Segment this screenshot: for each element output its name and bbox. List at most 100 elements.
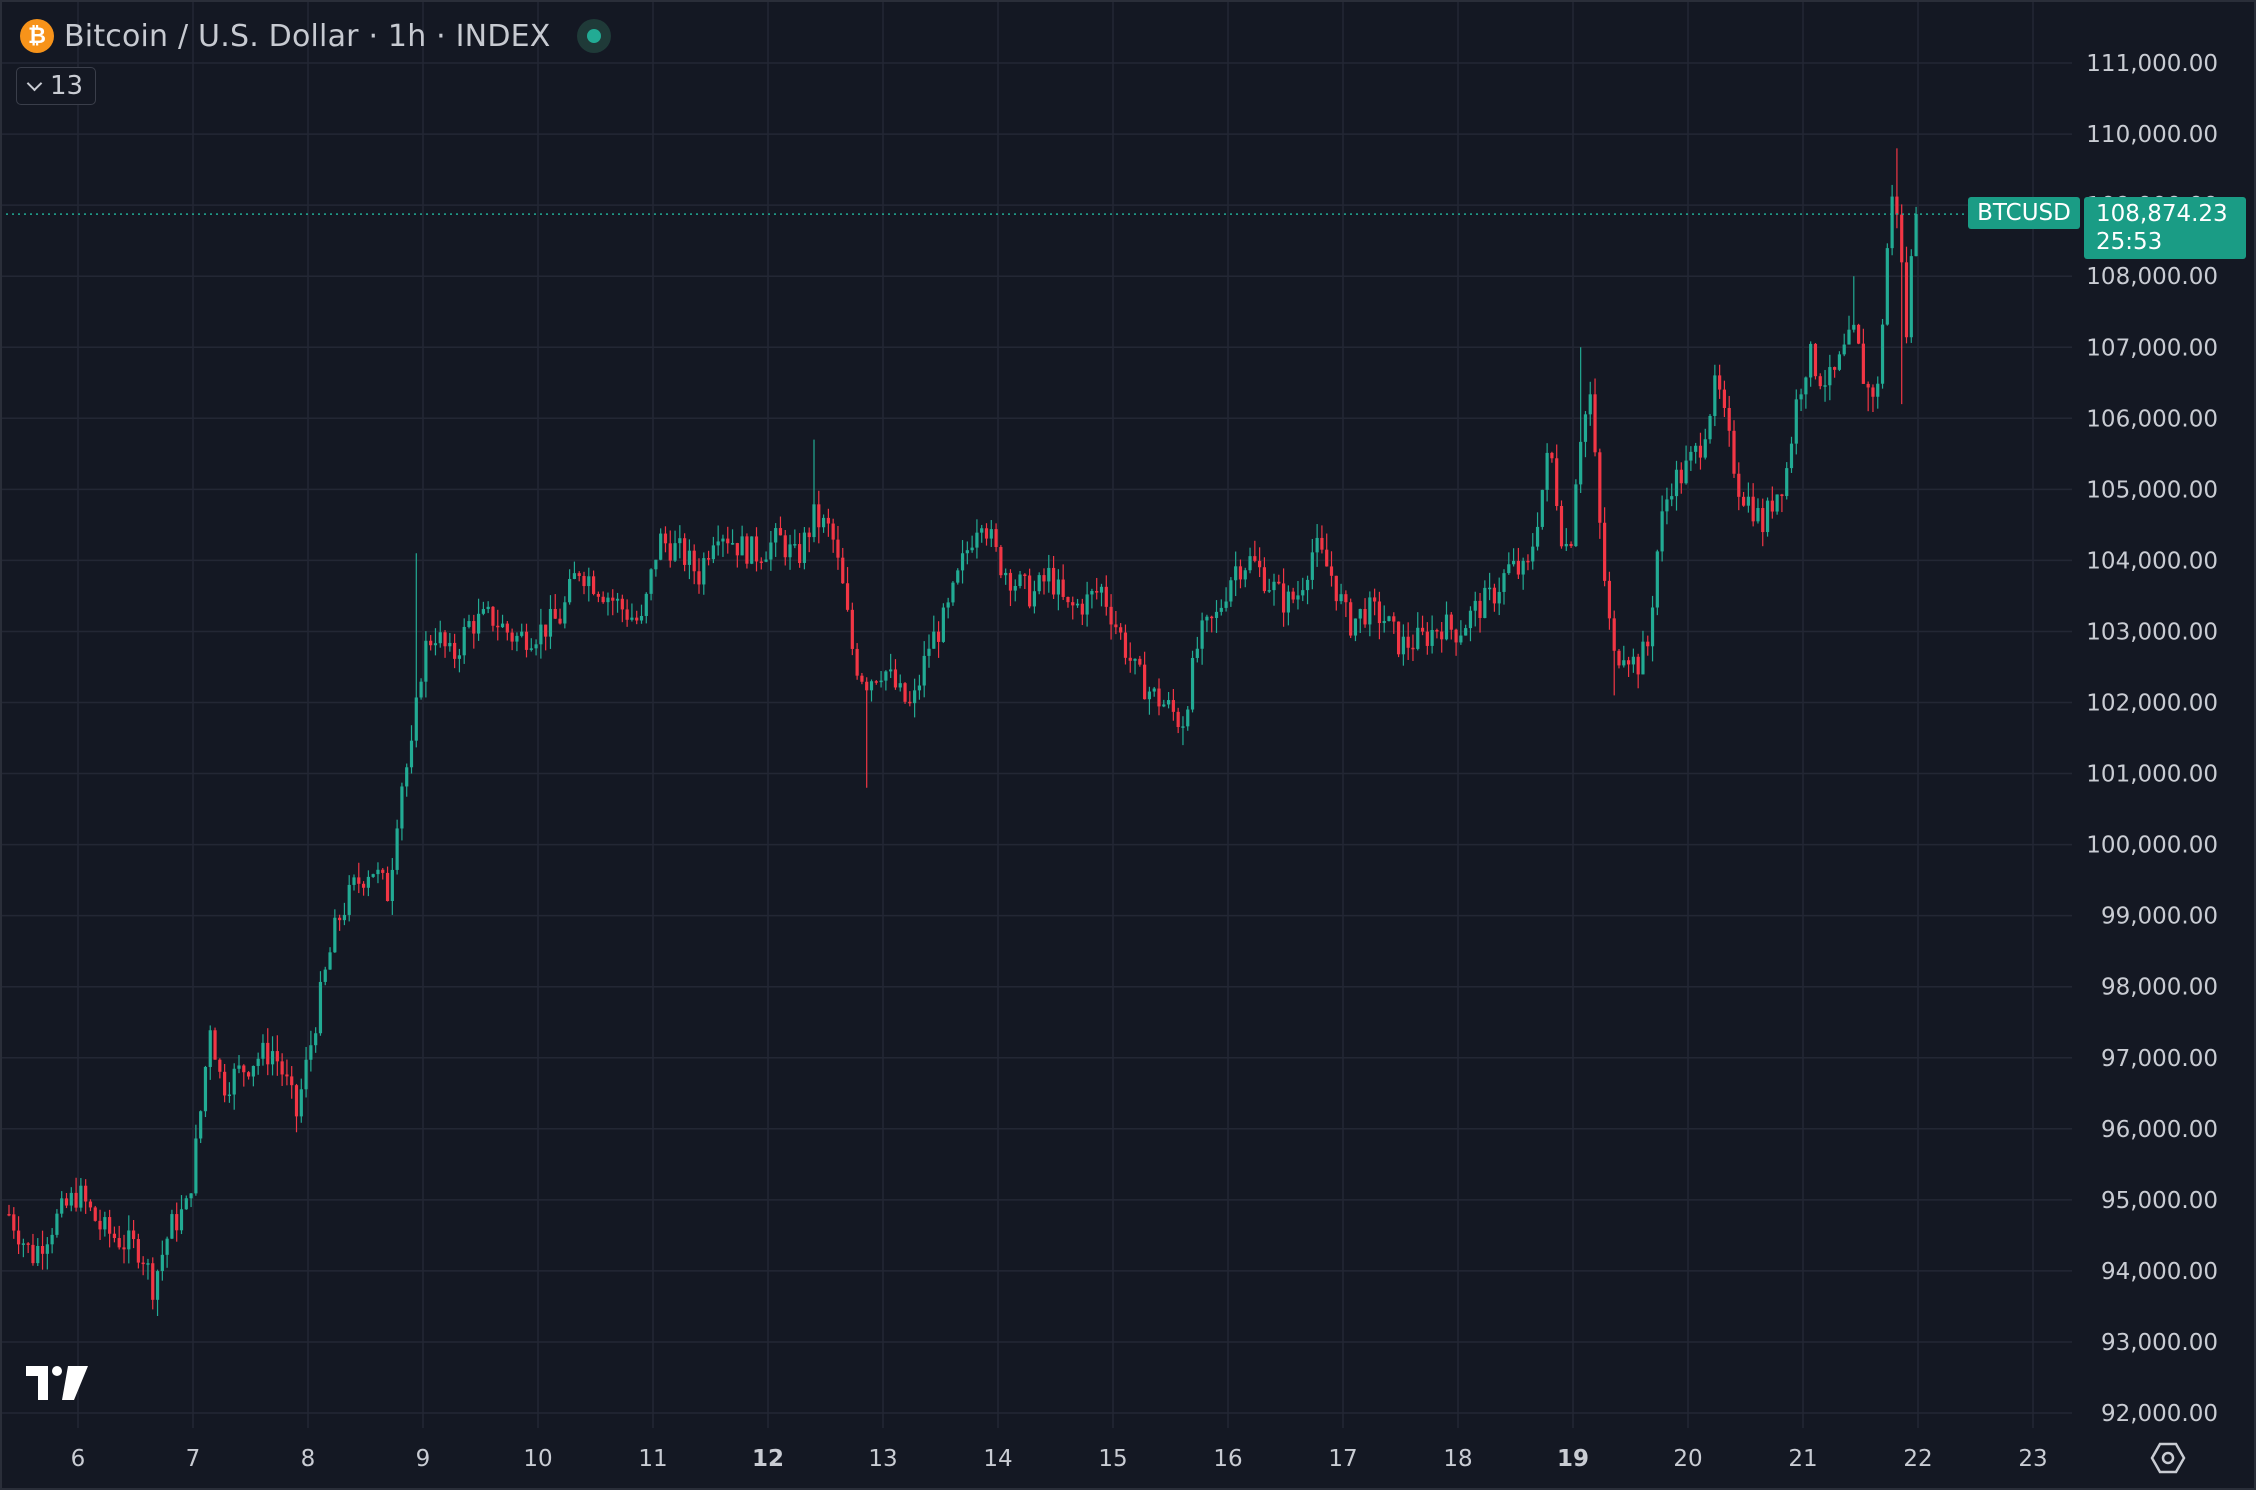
candle-body <box>352 877 356 885</box>
candle-body <box>1852 324 1856 330</box>
candle-body <box>347 884 351 915</box>
candle-body <box>1205 616 1209 621</box>
candle-body <box>1358 609 1362 619</box>
candle-body <box>285 1074 289 1077</box>
candle-body <box>1861 343 1865 384</box>
candle-body <box>290 1076 294 1086</box>
candle-body <box>1837 354 1842 370</box>
candle-body <box>1502 573 1506 592</box>
candle-body <box>1694 445 1698 452</box>
candle-body <box>582 575 586 587</box>
candle-body <box>1904 262 1909 338</box>
price-tick-label: 110,000.00 <box>2086 122 2218 148</box>
candle-body <box>256 1058 260 1066</box>
candle-body <box>1166 700 1171 705</box>
candle-body <box>1210 616 1214 619</box>
candle-body <box>151 1263 155 1300</box>
candle-body <box>1440 631 1444 640</box>
candles <box>7 148 1918 1317</box>
candle-body <box>1588 394 1592 415</box>
candle-body <box>1253 556 1257 561</box>
candle-body <box>213 1030 217 1060</box>
candle-body <box>615 598 620 601</box>
candle-body <box>1545 452 1549 490</box>
candle-body <box>251 1065 255 1077</box>
tradingview-logo[interactable] <box>26 1366 88 1400</box>
candle-body <box>304 1059 308 1090</box>
candle-body <box>1128 657 1132 661</box>
candle-body <box>433 643 438 646</box>
candle-body <box>1325 549 1329 567</box>
candle-body <box>1114 624 1118 628</box>
candle-body <box>155 1271 160 1300</box>
candle-body <box>999 547 1003 576</box>
candle-body <box>179 1209 184 1231</box>
price-tick-label: 102,000.00 <box>2086 691 2218 717</box>
candle-body <box>1698 445 1703 458</box>
candle-body <box>12 1214 16 1231</box>
symbol-title[interactable]: Bitcoin / U.S. Dollar · 1h · INDEX <box>64 18 551 54</box>
candle-body <box>1243 570 1247 580</box>
time-tick-label: 20 <box>1673 1446 1702 1472</box>
candle-body <box>927 648 931 656</box>
candle-body <box>1909 256 1913 338</box>
candle-body <box>505 623 509 633</box>
candle-body <box>1387 616 1391 621</box>
candle-body <box>1785 468 1789 497</box>
time-axis[interactable]: 6 7 8 9 10 11 12 13 14 15 16 17 18 19 20 21 22 23 <box>71 1446 2048 1472</box>
candle-body <box>108 1217 112 1234</box>
candle-body <box>692 550 696 572</box>
candle-body <box>476 613 481 634</box>
candle-body <box>706 558 711 560</box>
candle-body <box>1713 375 1717 416</box>
price-axis[interactable]: 92,000.00 93,000.00 94,000.00 95,000.00 96,0… <box>2086 51 2218 1427</box>
symbol-legend[interactable]: ₿ Bitcoin / U.S. Dollar · 1h · INDEX <box>20 14 611 58</box>
candle-body <box>1066 596 1070 603</box>
candle-body <box>1157 688 1161 707</box>
candle-body <box>802 532 807 563</box>
candle-body <box>1722 389 1727 408</box>
candle-body <box>836 539 840 558</box>
settings-icon[interactable] <box>2150 1440 2186 1476</box>
candle-body <box>1737 473 1741 497</box>
candle-body <box>1373 597 1377 602</box>
candle-body <box>491 606 495 626</box>
candle-body <box>764 559 768 562</box>
candle-body <box>1075 603 1080 606</box>
indicators-collapse-button[interactable]: 13 <box>16 67 96 105</box>
candle-body <box>821 517 826 528</box>
candle-body <box>1684 460 1688 484</box>
market-status-icon[interactable] <box>576 19 611 53</box>
candle-body <box>203 1066 208 1112</box>
candle-body <box>1464 628 1468 636</box>
candle-body <box>328 952 332 970</box>
candle-body <box>472 621 476 634</box>
candle-body <box>165 1238 169 1255</box>
candle-body <box>457 655 462 659</box>
candle-body <box>524 631 529 650</box>
candle-body <box>1234 566 1238 581</box>
candle-body <box>462 626 466 656</box>
candle-body <box>975 532 979 548</box>
candle-body <box>980 528 984 533</box>
price-tick-label: 96,000.00 <box>2101 1117 2218 1143</box>
candle-body <box>774 528 778 543</box>
candle-body <box>865 681 869 691</box>
candle-body <box>194 1138 198 1194</box>
candle-body <box>1272 581 1276 591</box>
candle-body <box>529 648 533 650</box>
candle-body <box>1650 607 1655 647</box>
price-tick-label: 99,000.00 <box>2101 904 2218 930</box>
candle-body <box>1334 575 1338 602</box>
candle-body <box>1511 560 1516 565</box>
candle-body <box>1344 594 1348 603</box>
candle-body <box>1574 484 1578 547</box>
time-tick-label: 16 <box>1213 1446 1242 1472</box>
candle-body <box>663 533 668 544</box>
candle-body <box>922 655 926 686</box>
candle-body <box>1214 611 1219 618</box>
candle-body <box>1454 629 1458 643</box>
candle-body <box>1497 591 1501 604</box>
candle-body <box>318 981 323 1034</box>
